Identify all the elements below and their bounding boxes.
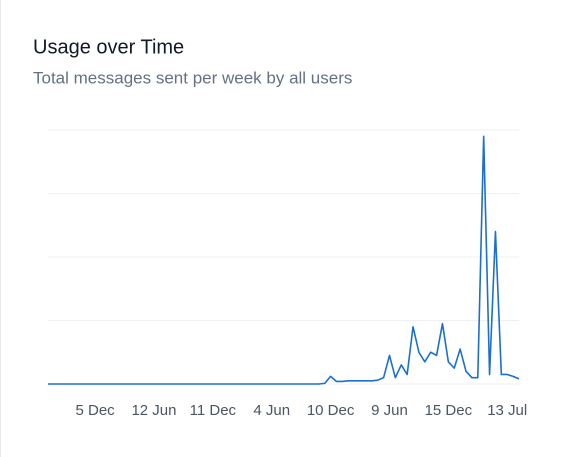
x-tick-label: 4 Jun [253,402,290,419]
chart-title: Usage over Time [33,36,184,58]
x-tick-label: 5 Dec [76,402,116,419]
x-tick-label: 12 Jun [131,402,176,419]
data-line [48,135,520,385]
x-tick-label: 9 Jun [371,402,408,419]
x-tick-label: 13 Jul [487,402,527,419]
x-tick-label: 11 Dec [190,402,237,419]
chart-subtitle: Total messages sent per week by all user… [33,68,352,87]
x-tick-label: 10 Dec [307,402,355,419]
x-tick-label: 15 Dec [425,402,473,419]
